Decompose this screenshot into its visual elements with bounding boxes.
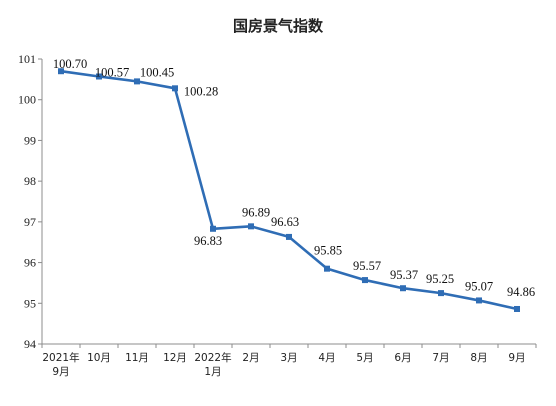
data-label: 96.63 <box>271 215 299 229</box>
data-label: 96.83 <box>194 234 222 248</box>
data-label: 100.28 <box>184 84 218 98</box>
y-tick-label: 96 <box>24 256 36 270</box>
chart-title: 国房景气指数 <box>233 17 324 35</box>
x-tick-label: 8月 <box>470 352 487 364</box>
y-tick-label: 101 <box>18 52 36 66</box>
x-tick-label: 3月 <box>280 352 297 364</box>
data-point <box>438 290 444 297</box>
y-tick-label: 95 <box>24 296 36 310</box>
y-tick-label: 94 <box>24 337 36 351</box>
y-tick-label: 99 <box>24 133 36 147</box>
data-point <box>286 233 292 240</box>
x-tick-label: 9月 <box>52 366 69 378</box>
x-tick-label: 4月 <box>318 352 335 364</box>
x-tick-label: 2月 <box>242 352 259 364</box>
y-tick-label: 98 <box>24 174 36 188</box>
data-label: 95.25 <box>426 272 454 286</box>
data-point <box>210 225 216 232</box>
x-tick-label: 10月 <box>87 352 111 364</box>
data-label: 95.85 <box>314 244 342 258</box>
x-tick-label: 2022年 <box>194 351 231 364</box>
x-axis-ticks: 2021年 9月 10月 11月 12月 2022年 1月 2月 3月 4月 5月 6月 7月 8月 9月 <box>41 344 537 378</box>
data-point <box>476 297 482 304</box>
data-point <box>514 305 520 312</box>
data-point <box>172 85 178 92</box>
data-label: 95.57 <box>353 259 381 273</box>
y-tick-label: 100 <box>18 93 36 107</box>
x-tick-label: 5月 <box>356 352 373 364</box>
data-point <box>248 223 254 230</box>
x-tick-label: 9月 <box>508 352 525 364</box>
data-point <box>96 73 102 80</box>
data-point <box>324 265 330 272</box>
y-tick-label: 97 <box>24 215 36 229</box>
x-tick-label: 1月 <box>204 366 221 378</box>
data-label: 96.89 <box>242 205 270 219</box>
x-tick-label: 7月 <box>432 352 449 364</box>
data-label: 94.86 <box>507 285 535 299</box>
x-tick-label: 2021年 <box>42 351 79 364</box>
x-tick-label: 11月 <box>125 352 149 364</box>
data-point <box>362 277 368 284</box>
data-label: 95.37 <box>390 268 418 282</box>
x-tick-label: 12月 <box>163 352 187 364</box>
x-tick-label: 6月 <box>394 352 411 364</box>
data-label: 95.07 <box>465 279 493 293</box>
data-label: 100.57 <box>95 66 129 80</box>
data-label: 100.45 <box>140 65 174 79</box>
y-axis-ticks: 94 95 96 97 98 99 100 101 <box>18 52 42 351</box>
series-group <box>58 68 520 312</box>
data-point <box>58 68 64 75</box>
data-label: 100.70 <box>53 57 87 71</box>
axes <box>41 59 536 345</box>
data-point <box>400 285 406 292</box>
data-point <box>134 78 140 85</box>
